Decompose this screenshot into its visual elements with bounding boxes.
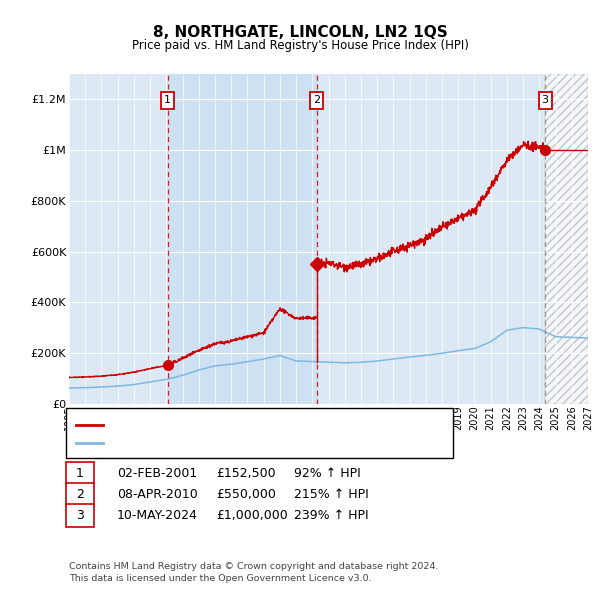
Text: 3: 3	[76, 509, 84, 522]
Text: 08-APR-2010: 08-APR-2010	[117, 488, 198, 501]
Text: 92% ↑ HPI: 92% ↑ HPI	[294, 467, 361, 480]
Text: 10-MAY-2024: 10-MAY-2024	[117, 509, 198, 522]
Text: 239% ↑ HPI: 239% ↑ HPI	[294, 509, 368, 522]
Text: Contains HM Land Registry data © Crown copyright and database right 2024.
This d: Contains HM Land Registry data © Crown c…	[69, 562, 439, 583]
Text: 3: 3	[542, 96, 548, 106]
Bar	[168, 74, 317, 404]
Text: £1,000,000: £1,000,000	[216, 509, 288, 522]
Text: £152,500: £152,500	[216, 467, 275, 480]
Bar	[545, 74, 588, 404]
Text: 215% ↑ HPI: 215% ↑ HPI	[294, 488, 369, 501]
Text: 1: 1	[76, 467, 84, 480]
Text: 2: 2	[313, 96, 320, 106]
Text: 02-FEB-2001: 02-FEB-2001	[117, 467, 197, 480]
Text: HPI: Average price, detached house, Lincoln: HPI: Average price, detached house, Linc…	[110, 438, 356, 448]
Text: 1: 1	[164, 96, 171, 106]
Text: 8, NORTHGATE, LINCOLN, LN2 1QS (detached house): 8, NORTHGATE, LINCOLN, LN2 1QS (detached…	[110, 419, 406, 430]
Text: 2: 2	[76, 488, 84, 501]
Text: Price paid vs. HM Land Registry's House Price Index (HPI): Price paid vs. HM Land Registry's House …	[131, 39, 469, 52]
Text: 8, NORTHGATE, LINCOLN, LN2 1QS: 8, NORTHGATE, LINCOLN, LN2 1QS	[152, 25, 448, 40]
Text: £550,000: £550,000	[216, 488, 276, 501]
